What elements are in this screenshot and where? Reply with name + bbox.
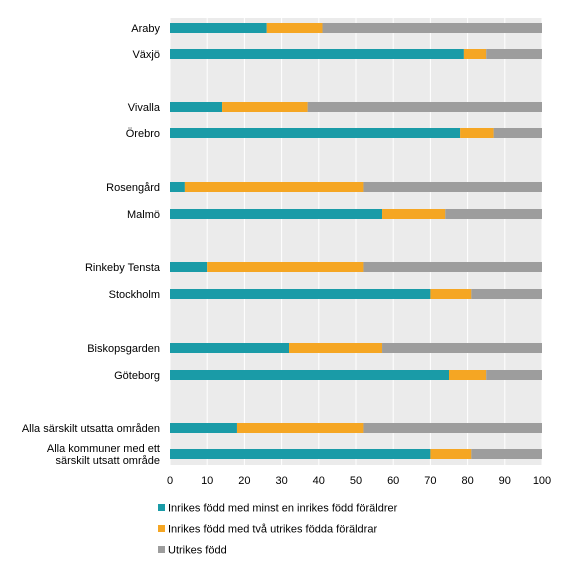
- bar-segment: [430, 289, 472, 299]
- bars: [170, 23, 542, 459]
- legend: Inrikes född med minst en inrikes född f…: [158, 503, 398, 557]
- category-label: Alla kommuner med ett: [47, 443, 160, 455]
- x-tick-label: 20: [238, 475, 250, 487]
- category-label: Rinkeby Tensta: [85, 262, 161, 274]
- bar-segment: [170, 370, 449, 380]
- bar-segment: [363, 262, 542, 272]
- bar-segment: [363, 423, 542, 433]
- bar-segment: [170, 262, 208, 272]
- bar-segment: [170, 102, 223, 112]
- category-label: Växjö: [132, 49, 160, 61]
- x-tick-label: 30: [275, 475, 287, 487]
- category-label: Örebro: [126, 128, 160, 140]
- bar-segment: [363, 182, 542, 192]
- bar-segment: [471, 289, 542, 299]
- bar-segment: [460, 128, 494, 138]
- category-label: Alla särskilt utsatta områden: [22, 423, 160, 435]
- bar-segment: [184, 182, 364, 192]
- legend-swatch: [158, 504, 165, 511]
- bar-segment: [382, 343, 542, 353]
- bar-segment: [170, 23, 267, 33]
- bar-segment: [170, 423, 237, 433]
- bar-segment: [445, 209, 542, 219]
- bar-segment: [471, 449, 542, 459]
- bar-segment: [449, 370, 487, 380]
- bar-segment: [170, 182, 185, 192]
- bar-segment: [463, 49, 487, 59]
- x-axis-tick-labels: 0 10 20 30 40 50 60 70 80 90 100: [167, 475, 551, 487]
- category-label: Stockholm: [109, 289, 160, 301]
- bar-segment: [170, 289, 431, 299]
- bar-segment: [207, 262, 364, 272]
- legend-label: Utrikes född: [168, 545, 227, 557]
- category-label: Vivalla: [128, 102, 161, 114]
- bar-segment: [170, 209, 383, 219]
- bar-segment: [289, 343, 383, 353]
- bar-segment: [486, 370, 542, 380]
- category-label: Biskopsgarden: [87, 343, 160, 355]
- legend-label: Inrikes född med minst en inrikes född f…: [168, 503, 398, 515]
- bar-segment: [307, 102, 542, 112]
- legend-label: Inrikes född med två utrikes födda föräl…: [168, 524, 377, 536]
- bar-segment: [493, 128, 542, 138]
- category-label: Araby: [131, 23, 160, 35]
- bar-segment: [170, 449, 431, 459]
- bar-segment: [170, 128, 461, 138]
- bar-segment: [266, 23, 323, 33]
- gridlines: [169, 18, 543, 465]
- bar-segment: [322, 23, 542, 33]
- category-label: Malmö: [127, 209, 160, 221]
- x-tick-label: 90: [499, 475, 511, 487]
- x-tick-label: 10: [201, 475, 213, 487]
- category-label: Rosengård: [106, 182, 160, 194]
- x-tick-label: 40: [313, 475, 325, 487]
- x-tick-label: 50: [350, 475, 362, 487]
- category-labels: Araby Växjö Vivalla Örebro Rosengård Malmö Rin…: [22, 23, 161, 467]
- bar-segment: [430, 449, 472, 459]
- bar-segment: [486, 49, 542, 59]
- x-tick-label: 0: [167, 475, 173, 487]
- x-tick-label: 70: [424, 475, 436, 487]
- category-label: Göteborg: [114, 370, 160, 382]
- x-tick-label: 80: [461, 475, 473, 487]
- x-tick-label: 100: [533, 475, 551, 487]
- legend-swatch: [158, 546, 165, 553]
- bar-segment: [236, 423, 364, 433]
- x-tick-label: 60: [387, 475, 399, 487]
- category-label: särskilt utsatt område: [55, 455, 160, 467]
- bar-segment: [170, 49, 464, 59]
- bar-segment: [222, 102, 308, 112]
- legend-swatch: [158, 525, 165, 532]
- bar-segment: [382, 209, 446, 219]
- bar-segment: [170, 343, 290, 353]
